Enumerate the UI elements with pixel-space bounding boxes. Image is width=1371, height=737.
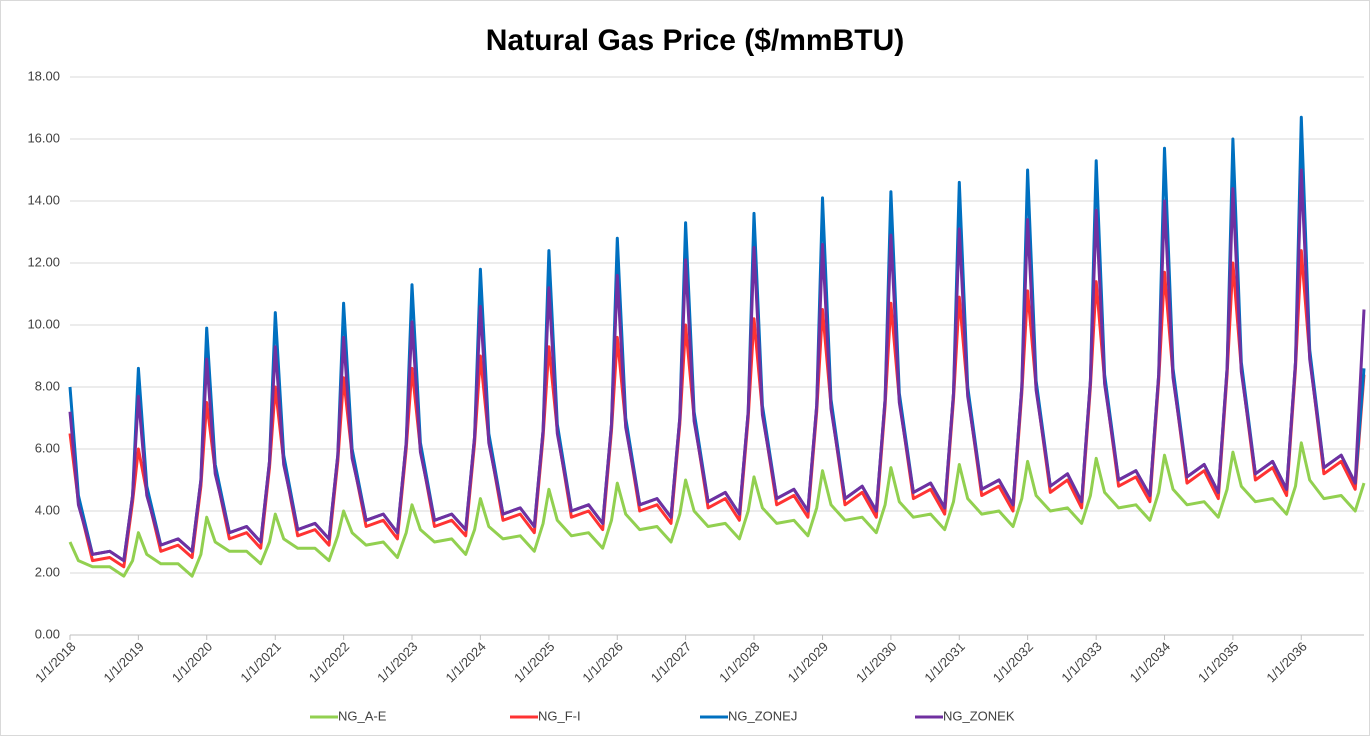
legend-label: NG_ZONEJ [728,708,797,723]
legend-item: NG_F-I [510,708,581,723]
y-tick-label: 2.00 [35,564,60,579]
y-tick-label: 0.00 [35,626,60,641]
legend-item: NG_ZONEJ [700,708,797,723]
series-line [68,441,1366,578]
y-tick-label: 6.00 [35,440,60,455]
y-tick-label: 16.00 [27,130,60,145]
legend-label: NG_ZONEK [943,708,1015,723]
series-line [68,168,1366,563]
legend-label: NG_F-I [538,708,581,723]
y-tick-label: 4.00 [35,502,60,517]
legend-item: NG_A-E [310,708,387,723]
chart-title: Natural Gas Price ($/mmBTU) [486,24,904,57]
y-tick-label: 10.00 [27,316,60,331]
legend-label: NG_A-E [338,708,387,723]
y-tick-label: 14.00 [27,192,60,207]
legend-item: NG_ZONEK [915,708,1015,723]
y-tick-label: 18.00 [27,68,60,83]
y-tick-label: 12.00 [27,254,60,269]
y-tick-label: 8.00 [35,378,60,393]
